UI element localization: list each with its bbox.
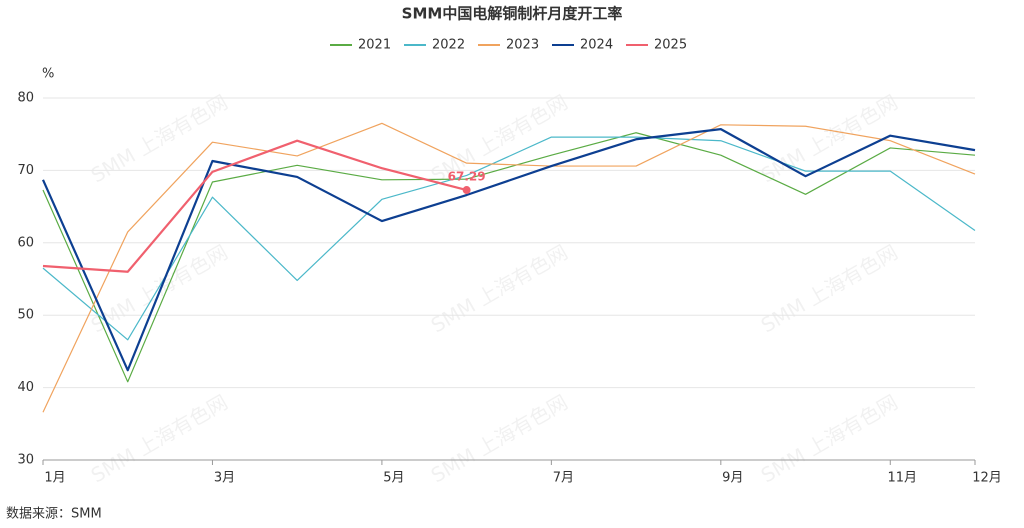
legend-label: 2022 bbox=[432, 38, 465, 53]
legend-label: 2025 bbox=[654, 38, 687, 53]
chart-title: SMM中国电解铜制杆月度开工率 bbox=[402, 5, 623, 23]
series-line bbox=[41, 128, 976, 372]
x-tick-label: 1月 bbox=[44, 471, 65, 486]
x-tick-label: 7月 bbox=[553, 471, 574, 486]
series-line bbox=[42, 136, 976, 341]
watermark: SMM 上海有色网 bbox=[757, 240, 902, 338]
x-tick-label: 11月 bbox=[887, 471, 917, 486]
y-tick-label: 60 bbox=[17, 235, 34, 250]
data-label: 67.29 bbox=[448, 170, 486, 184]
watermark: SMM 上海有色网 bbox=[87, 90, 232, 188]
series-line bbox=[42, 139, 467, 273]
watermark: SMM 上海有色网 bbox=[87, 390, 232, 488]
y-tick-label: 40 bbox=[17, 380, 34, 395]
y-tick-label: 70 bbox=[17, 163, 34, 178]
y-tick-label: 80 bbox=[17, 91, 34, 106]
watermark: SMM 上海有色网 bbox=[757, 390, 902, 488]
y-tick-label: 30 bbox=[17, 453, 34, 468]
source: 数据来源：SMM bbox=[6, 507, 102, 522]
x-tick-label: 5月 bbox=[383, 471, 404, 486]
x-tick-label: 9月 bbox=[722, 471, 743, 486]
point-marker bbox=[462, 186, 471, 195]
y-axis-label: % bbox=[42, 67, 54, 82]
watermark: SMM 上海有色网 bbox=[427, 390, 572, 488]
legend-label: 2021 bbox=[358, 38, 391, 53]
y-tick-label: 50 bbox=[17, 308, 34, 323]
legend-label: 2024 bbox=[580, 38, 613, 53]
x-tick-label: 3月 bbox=[214, 471, 235, 486]
series-line bbox=[42, 132, 976, 383]
x-tick-label: 12月 bbox=[972, 471, 1002, 486]
watermark: SMM 上海有色网 bbox=[427, 240, 572, 338]
legend-label: 2023 bbox=[506, 38, 539, 53]
series-line bbox=[42, 122, 976, 413]
